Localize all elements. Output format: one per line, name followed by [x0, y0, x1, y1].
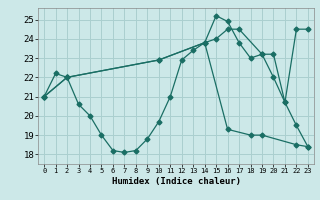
X-axis label: Humidex (Indice chaleur): Humidex (Indice chaleur)	[111, 177, 241, 186]
